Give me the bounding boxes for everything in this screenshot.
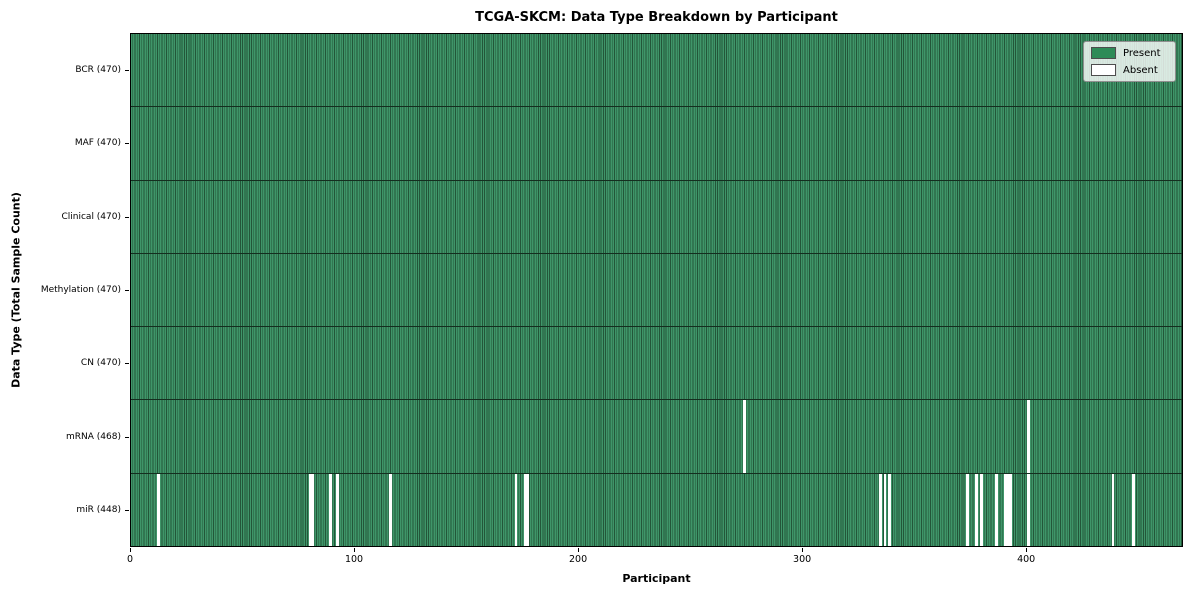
x-tick-label: 0: [126, 554, 134, 565]
y-tick-label: CN (470): [80, 358, 121, 369]
plot-area: [130, 33, 1183, 547]
absent-mark: [966, 473, 970, 546]
x-tick-mark: [578, 548, 580, 552]
legend: Present Absent: [1083, 41, 1176, 82]
absent-mark: [308, 473, 312, 546]
absent-mark: [1006, 473, 1010, 546]
y-tick-label: miR (448): [76, 505, 121, 516]
chart-title: TCGA-SKCM: Data Type Breakdown by Partic…: [475, 10, 838, 25]
absent-mark: [329, 473, 332, 546]
absent-mark: [1008, 473, 1012, 546]
absent-mark: [975, 473, 979, 546]
x-tick-mark: [130, 548, 131, 552]
x-tick-mark: [354, 548, 356, 552]
legend-item: Absent: [1091, 64, 1168, 76]
heatmap-row: [131, 252, 1182, 327]
y-tick-mark: [125, 290, 129, 291]
y-tick-mark: [125, 69, 129, 71]
absent-mark: [1131, 473, 1135, 546]
absent-mark: [156, 473, 160, 546]
x-tick-label: 400: [1017, 554, 1036, 565]
absent-mark: [311, 473, 314, 546]
heatmap-row: [131, 399, 1182, 473]
absent-mark: [979, 473, 983, 546]
y-tick-mark: [125, 510, 129, 512]
absent-mark: [335, 473, 339, 546]
absent-mark: [523, 473, 527, 546]
absent-mark: [879, 473, 882, 546]
legend-swatch-present: [1091, 47, 1116, 59]
absent-mark: [1026, 473, 1030, 546]
heatmap-row: [131, 472, 1182, 546]
y-tick-label: Methylation (470): [40, 285, 121, 295]
x-tick-mark: [1026, 548, 1028, 552]
x-tick-label: 200: [569, 554, 588, 565]
legend-label: Present: [1123, 47, 1161, 59]
heatmap-row: [131, 106, 1182, 180]
absent-mark: [888, 473, 891, 546]
legend-label: Absent: [1123, 64, 1158, 76]
y-tick-mark: [125, 363, 129, 365]
y-tick-label: BCR (470): [75, 64, 121, 75]
x-tick-mark: [802, 548, 804, 552]
absent-mark: [1026, 400, 1030, 473]
x-axis-label: Participant: [622, 572, 691, 585]
absent-mark: [995, 473, 999, 546]
absent-mark: [742, 400, 746, 473]
heatmap-row: [131, 326, 1182, 400]
y-tick-mark: [125, 436, 129, 438]
absent-mark: [883, 473, 887, 546]
x-tick-label: 300: [793, 554, 812, 565]
y-tick-label: mRNA (468): [66, 431, 121, 442]
heatmap-row: [131, 179, 1182, 253]
absent-mark: [525, 473, 529, 546]
legend-swatch-absent: [1091, 64, 1116, 76]
absent-mark: [514, 473, 518, 546]
y-tick-mark: [125, 143, 129, 145]
y-tick-label: Clinical (470): [61, 211, 121, 222]
y-tick-label: MAF (470): [74, 138, 121, 149]
absent-mark: [1111, 473, 1115, 546]
heatmap-row: [131, 34, 1182, 107]
absent-mark: [1004, 473, 1008, 546]
x-tick-label: 100: [344, 554, 364, 565]
legend-item: Present: [1091, 47, 1168, 59]
absent-mark: [389, 473, 393, 546]
y-tick-mark: [125, 216, 129, 218]
